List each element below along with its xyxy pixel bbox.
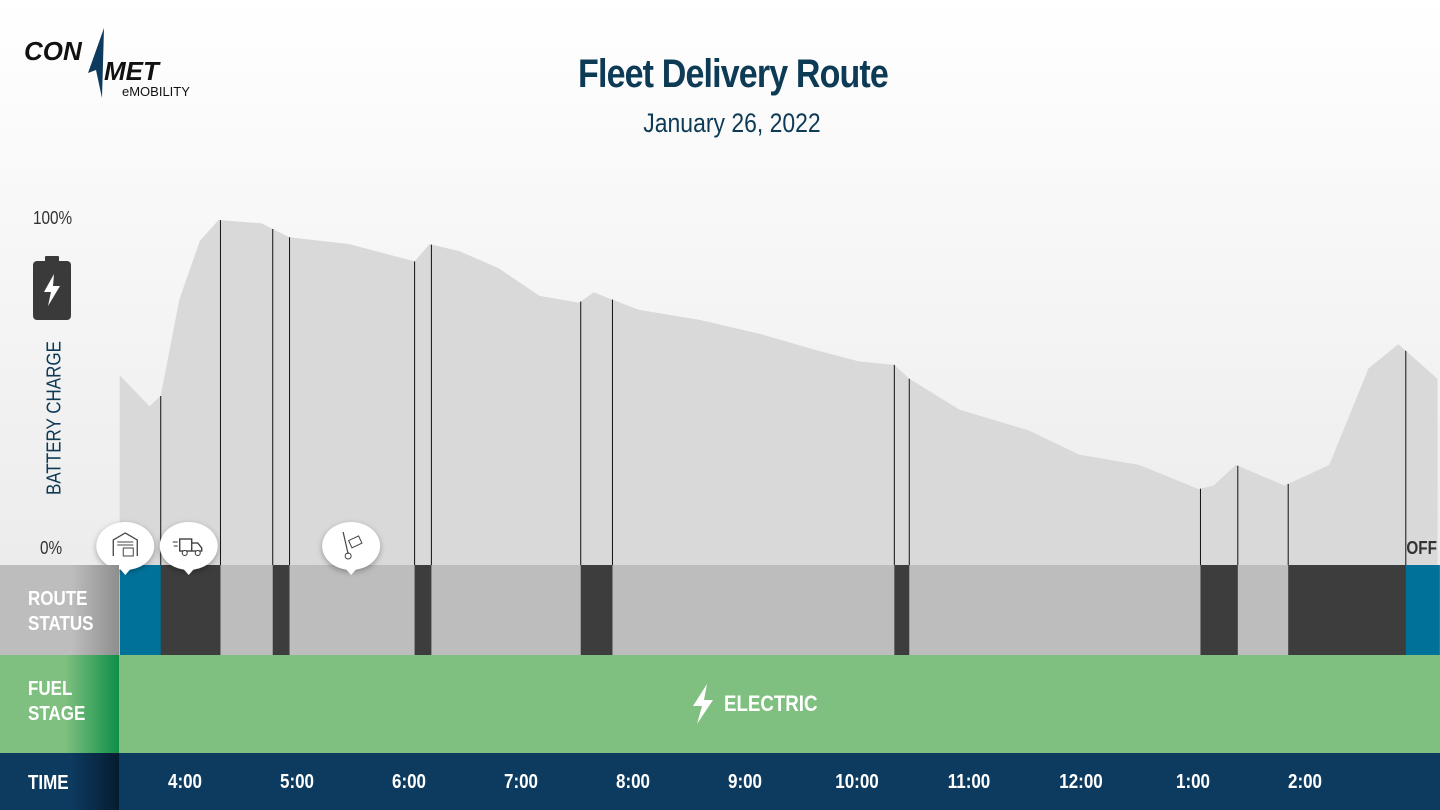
route-segment-driving [1200,565,1239,655]
route-segment-stopped [431,565,582,655]
route-segment-stopped [612,565,895,655]
route-label-line1: ROUTE [28,588,88,610]
fuel-label-line2: STAGE [28,703,86,725]
svg-text:CON: CON [24,36,83,66]
route-segment-driving [1288,565,1407,655]
x-tick-label: 10:00 [835,771,879,793]
route-status-label: ROUTE STATUS [0,565,119,655]
route-segment-stopped [909,565,1201,655]
page-subtitle: January 26, 2022 [643,108,821,138]
route-label-line2: STATUS [28,613,94,635]
time-label: TIME [28,772,69,794]
hand-truck-icon [342,531,363,560]
route-segment-driving [894,565,910,655]
y-axis-label: BATTERY CHARGE [43,341,66,495]
x-tick-label: 12:00 [1059,771,1103,793]
off-label: OFF [1406,538,1437,558]
x-tick-label: 5:00 [279,771,315,793]
svg-text:eMOBILITY: eMOBILITY [122,84,190,99]
marker-hand-truck [322,522,381,575]
x-tick-label: 9:00 [727,771,763,793]
route-segment-driving [580,565,613,655]
x-tick-label: 6:00 [391,771,427,793]
route-segment-stopped [220,565,274,655]
x-tick-label: 11:00 [947,771,991,793]
fuel-stage-label: FUEL STAGE [0,655,119,753]
fuel-stage-electric-bar [119,655,1440,753]
route-segment-stopped [289,565,416,655]
x-tick-label: 7:00 [503,771,539,793]
route-segment-stopped [1237,565,1289,655]
fuel-label-line1: FUEL [28,678,73,700]
electric-text: ELECTRIC [724,691,818,716]
x-tick-label: 8:00 [615,771,651,793]
route-segment-driving [272,565,291,655]
route-segment-driving [160,565,221,655]
route-segment-depot [119,565,162,655]
conmet-emobility-logo: CON MET eMOBILITY [24,28,190,99]
y-tick-0: 0% [40,538,63,558]
lightning-bolt-icon [693,684,713,724]
svg-text:MET: MET [104,56,161,86]
time-axis-bar [119,753,1440,810]
x-tick-label: 4:00 [167,771,203,793]
warehouse-icon [112,532,138,557]
marker-warehouse [96,522,155,575]
electric-label: ELECTRIC [690,684,834,724]
delivery-truck-icon [172,538,203,556]
route-segment-depot [1405,565,1440,655]
time-row-label: TIME [0,753,119,810]
battery-icon [33,256,71,320]
x-tick-label: 1:00 [1175,771,1211,793]
battery-charge-area [119,220,1438,565]
y-tick-100: 100% [33,208,73,228]
x-tick-label: 2:00 [1287,771,1323,793]
marker-delivery-truck [159,522,218,575]
route-segment-driving [414,565,432,655]
page-title: Fleet Delivery Route [578,52,889,96]
